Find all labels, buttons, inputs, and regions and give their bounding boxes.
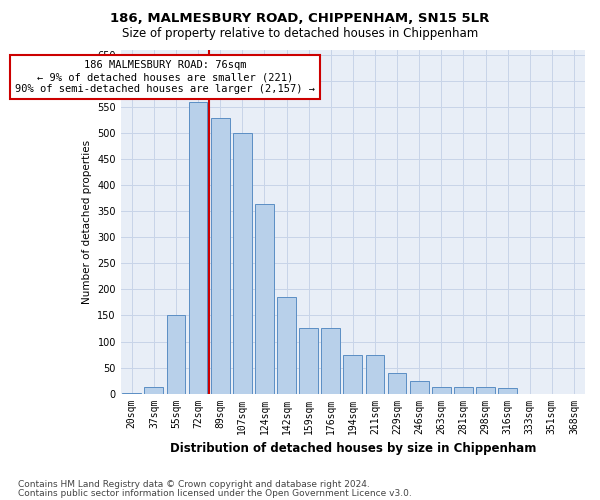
Text: Contains HM Land Registry data © Crown copyright and database right 2024.: Contains HM Land Registry data © Crown c… <box>18 480 370 489</box>
Bar <box>188 102 208 394</box>
X-axis label: Distribution of detached houses by size in Chippenham: Distribution of detached houses by size … <box>170 442 536 455</box>
Bar <box>299 328 318 394</box>
Bar <box>145 388 163 394</box>
Bar <box>277 298 296 394</box>
Bar <box>454 388 473 394</box>
Bar <box>233 134 252 394</box>
Bar <box>322 328 340 394</box>
Bar <box>432 388 451 394</box>
Bar <box>211 118 230 394</box>
Bar <box>167 316 185 394</box>
Text: Size of property relative to detached houses in Chippenham: Size of property relative to detached ho… <box>122 28 478 40</box>
Bar <box>476 388 495 394</box>
Bar <box>343 354 362 394</box>
Bar <box>498 388 517 394</box>
Bar <box>255 204 274 394</box>
Text: 186, MALMESBURY ROAD, CHIPPENHAM, SN15 5LR: 186, MALMESBURY ROAD, CHIPPENHAM, SN15 5… <box>110 12 490 26</box>
Bar <box>388 372 406 394</box>
Bar <box>365 354 385 394</box>
Bar <box>410 380 428 394</box>
Text: Contains public sector information licensed under the Open Government Licence v3: Contains public sector information licen… <box>18 489 412 498</box>
Y-axis label: Number of detached properties: Number of detached properties <box>82 140 92 304</box>
Bar <box>122 392 141 394</box>
Text: 186 MALMESBURY ROAD: 76sqm
← 9% of detached houses are smaller (221)
90% of semi: 186 MALMESBURY ROAD: 76sqm ← 9% of detac… <box>15 60 315 94</box>
